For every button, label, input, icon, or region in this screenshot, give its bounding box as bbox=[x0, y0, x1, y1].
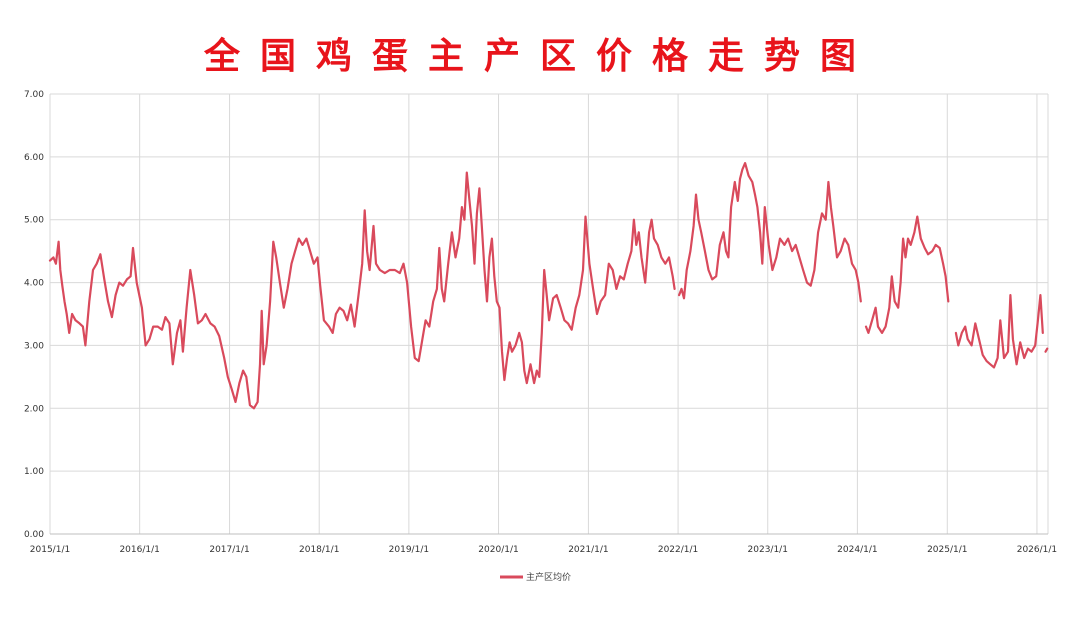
y-tick-label: 6.00 bbox=[24, 153, 44, 163]
x-tick-label: 2019/1/1 bbox=[389, 545, 429, 555]
y-tick-label: 0.00 bbox=[24, 530, 44, 540]
legend-label: 主产区均价 bbox=[526, 571, 571, 583]
series-line-segment bbox=[864, 215, 950, 334]
x-tick-label: 2020/1/1 bbox=[478, 545, 518, 555]
series-line-segment bbox=[48, 171, 676, 410]
series-line-segment bbox=[1044, 347, 1049, 353]
x-tick-label: 2023/1/1 bbox=[748, 545, 788, 555]
x-tick-label: 2016/1/1 bbox=[119, 545, 159, 555]
x-tick-label: 2018/1/1 bbox=[299, 545, 339, 555]
y-tick-label: 7.00 bbox=[24, 90, 44, 100]
y-tick-label: 4.00 bbox=[24, 279, 44, 289]
x-tick-label: 2021/1/1 bbox=[568, 545, 608, 555]
y-tick-label: 3.00 bbox=[24, 341, 44, 351]
y-tick-label: 5.00 bbox=[24, 216, 44, 226]
y-tick-label: 1.00 bbox=[24, 467, 44, 477]
x-tick-label: 2017/1/1 bbox=[209, 545, 249, 555]
series-line-segment bbox=[954, 294, 1044, 369]
x-tick-label: 2025/1/1 bbox=[927, 545, 967, 555]
x-tick-label: 2026/1/1 bbox=[1017, 545, 1057, 555]
y-tick-label: 2.00 bbox=[24, 404, 44, 414]
chart-title: 全国鸡蛋主产区价格走势图 bbox=[203, 35, 876, 77]
x-axis-tick-labels: 2015/1/1 2016/1/1 2017/1/1 2018/1/1 2019/1/1… bbox=[30, 545, 1057, 555]
x-tick-label: 2022/1/1 bbox=[658, 545, 698, 555]
series-line-segment bbox=[678, 162, 862, 303]
x-tick-label: 2024/1/1 bbox=[837, 545, 877, 555]
legend: 主产区均价 bbox=[500, 571, 571, 583]
y-axis-tick-labels: 0.00 1.00 2.00 3.00 4.00 5.00 6.00 7.00 bbox=[24, 90, 44, 540]
series-layer bbox=[48, 162, 1049, 410]
x-tick-label: 2015/1/1 bbox=[30, 545, 70, 555]
